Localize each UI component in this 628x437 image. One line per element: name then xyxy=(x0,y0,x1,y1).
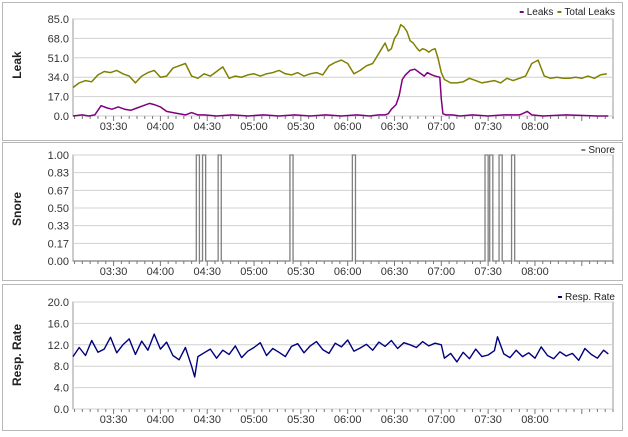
leak-series-leaks xyxy=(72,68,609,117)
snore-x-tick-label: 03:30 xyxy=(100,266,128,278)
resp-rate-y-tick-label: 8.0 xyxy=(54,361,69,373)
resp-rate-y-tick-label: 20.0 xyxy=(48,297,69,309)
snore-x-tick-label: 04:30 xyxy=(193,266,221,278)
leak-x-tick-label: 04:30 xyxy=(193,121,221,133)
leak-x-tick-label: 07:00 xyxy=(428,121,456,133)
resp-rate-legend-swatch-resp-rate xyxy=(557,296,562,298)
leak-legend-label-leaks: Leaks xyxy=(527,7,554,18)
resp-rate-y-tick-label: 0.0 xyxy=(54,404,69,416)
leak-plot-area xyxy=(72,18,614,117)
snore-x-tick-label: 04:00 xyxy=(147,266,175,278)
resp-rate-x-tick-label: 08:00 xyxy=(521,414,549,426)
leak-x-tick-label: 03:30 xyxy=(100,121,128,133)
leak-x-tick-label: 08:00 xyxy=(521,121,549,133)
resp-rate-x-tick-label: 07:00 xyxy=(428,414,456,426)
resp-rate-chart: 0.0 4.0 8.0 12.0 16.0 20.0 03:30 04:00 04:30 05:0… xyxy=(10,292,615,426)
snore-y-tick-label: 0.00 xyxy=(48,256,69,268)
leak-x-tick-label: 06:30 xyxy=(381,121,409,133)
leak-y-tick-label: 34.0 xyxy=(48,72,69,84)
snore-panel: 0.00 0.17 0.33 0.50 0.67 0.83 1.00 03:30 04:00 04… xyxy=(2,142,623,281)
resp-rate-x-tick-label: 06:00 xyxy=(334,414,362,426)
resp-rate-x-tick-label: 03:30 xyxy=(100,414,128,426)
resp-rate-x-tick-label: 04:00 xyxy=(147,414,175,426)
snore-y-tick-label: 0.50 xyxy=(48,203,69,215)
resp-rate-x-tick-label: 07:30 xyxy=(474,414,502,426)
leak-x-tick-label: 04:00 xyxy=(147,121,175,133)
leak-legend-swatch-leaks xyxy=(519,11,524,13)
leak-x-tick-label: 07:30 xyxy=(474,121,502,133)
snore-y-axis-title: Snore xyxy=(10,192,24,226)
resp-rate-series-resp-rate xyxy=(72,333,609,378)
resp-rate-x-tick-label: 06:30 xyxy=(381,414,409,426)
snore-chart: 0.00 0.17 0.33 0.50 0.67 0.83 1.00 03:30 04:00 04… xyxy=(10,145,615,278)
leak-series-total-leaks xyxy=(72,23,607,89)
leak-y-axis-title: Leak xyxy=(10,51,24,79)
snore-x-tick-label: 07:00 xyxy=(428,266,456,278)
leak-y-tick-label: 68.0 xyxy=(48,33,69,45)
leak-x-tick-label: 06:00 xyxy=(334,121,362,133)
snore-y-tick-label: 0.17 xyxy=(48,238,69,250)
snore-y-tick-label: 0.83 xyxy=(48,168,69,180)
snore-x-tick-label: 05:00 xyxy=(240,266,268,278)
snore-x-tick-label: 05:30 xyxy=(287,266,315,278)
leak-y-tick-label: 0.0 xyxy=(54,111,69,123)
resp-rate-x-tick-label: 04:30 xyxy=(193,414,221,426)
snore-x-tick-label: 07:30 xyxy=(474,266,502,278)
resp-rate-legend-label-resp-rate: Resp. Rate xyxy=(565,292,615,303)
snore-x-tick-label: 06:00 xyxy=(334,266,362,278)
resp-rate-y-tick-label: 4.0 xyxy=(54,383,69,395)
snore-legend-label-snore: Snore xyxy=(588,145,615,156)
snore-y-tick-label: 1.00 xyxy=(48,150,69,162)
snore-x-tick-label: 08:00 xyxy=(521,266,549,278)
resp-rate-panel: 0.0 4.0 8.0 12.0 16.0 20.0 03:30 04:00 04:30 05:0… xyxy=(2,284,623,431)
snore-x-tick-label: 06:30 xyxy=(381,266,409,278)
leak-legend-swatch-total-leaks xyxy=(557,11,562,13)
snore-series-snore xyxy=(73,154,613,262)
leak-x-tick-label: 05:00 xyxy=(240,121,268,133)
leak-x-tick-label: 05:30 xyxy=(287,121,315,133)
leak-y-tick-label: 17.0 xyxy=(48,92,69,104)
resp-rate-y-tick-label: 12.0 xyxy=(48,340,69,352)
leak-chart: 0.0 17.0 34.0 51.0 68.0 85.0 03:30 04:00 04:30 05… xyxy=(10,7,615,133)
resp-rate-y-tick-label: 16.0 xyxy=(48,318,69,330)
resp-rate-x-tick-label: 05:30 xyxy=(287,414,315,426)
snore-y-tick-label: 0.33 xyxy=(48,221,69,233)
snore-y-tick-label: 0.67 xyxy=(48,185,69,197)
snore-legend-swatch-snore xyxy=(581,149,586,151)
leak-panel: 0.0 17.0 34.0 51.0 68.0 85.0 03:30 04:00 04:30 05… xyxy=(2,2,623,141)
resp-rate-x-tick-label: 05:00 xyxy=(240,414,268,426)
leak-y-tick-label: 85.0 xyxy=(48,14,69,26)
resp-rate-y-axis-title: Resp. Rate xyxy=(10,324,24,386)
leak-y-tick-label: 51.0 xyxy=(48,53,69,65)
leak-legend-label-total-leaks: Total Leaks xyxy=(564,7,615,18)
